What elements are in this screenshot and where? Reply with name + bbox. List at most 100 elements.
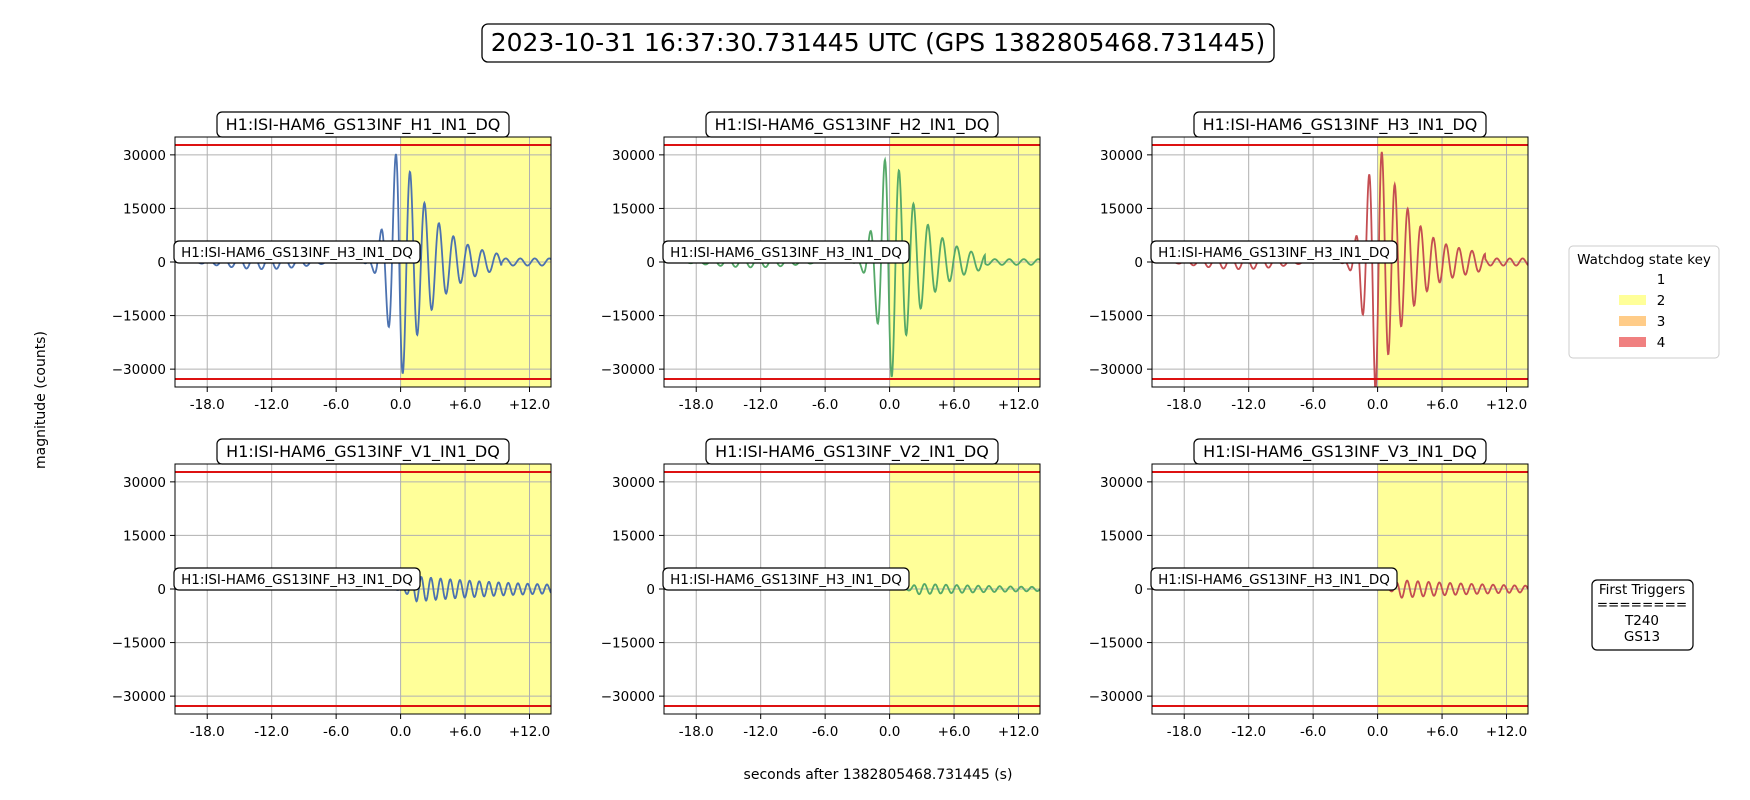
subplot-title: H1:ISI-HAM6_GS13INF_H3_IN1_DQ <box>1203 115 1478 135</box>
y-tick-label: 15000 <box>612 528 655 544</box>
triggers-separator: ======== <box>1597 597 1688 613</box>
subplot-title: H1:ISI-HAM6_GS13INF_H2_IN1_DQ <box>715 115 990 135</box>
x-tick-label: -12.0 <box>743 397 778 413</box>
x-tick-label: +12.0 <box>509 724 550 740</box>
x-tick-label: -18.0 <box>679 397 714 413</box>
subplot: -18.0 -12.0 -6.0 0.0 +6.0 +12.0 −30000 −15000 0 1… <box>112 438 552 740</box>
x-tick-label: +6.0 <box>449 724 482 740</box>
legend-swatch <box>1619 316 1646 326</box>
y-tick-label: 30000 <box>612 475 655 491</box>
x-tick-label: -12.0 <box>254 724 289 740</box>
legend-swatch <box>1619 337 1646 347</box>
y-tick-label: 30000 <box>612 148 655 164</box>
y-tick-label: 15000 <box>1100 528 1143 544</box>
legend-swatch <box>1619 295 1646 305</box>
x-tick-label: -6.0 <box>812 724 838 740</box>
y-tick-label: 15000 <box>1100 201 1143 217</box>
x-tick-label: +12.0 <box>998 397 1039 413</box>
subplot: -18.0 -12.0 -6.0 0.0 +6.0 +12.0 −30000 −15000 0 1… <box>1089 111 1529 413</box>
x-tick-label: 0.0 <box>390 397 411 413</box>
subplot-title: H1:ISI-HAM6_GS13INF_V3_IN1_DQ <box>1203 442 1477 462</box>
x-tick-label: -6.0 <box>1300 397 1326 413</box>
legend-label: 2 <box>1657 293 1666 309</box>
x-tick-label: +12.0 <box>1486 724 1527 740</box>
subplot: -18.0 -12.0 -6.0 0.0 +6.0 +12.0 −30000 −15000 0 1… <box>1089 438 1529 740</box>
x-tick-label: +6.0 <box>938 397 971 413</box>
y-tick-label: −30000 <box>601 689 655 705</box>
trigger-item: T240 <box>1624 613 1659 629</box>
y-tick-label: 0 <box>646 582 655 598</box>
y-tick-label: 0 <box>1134 582 1143 598</box>
annotation-label: H1:ISI-HAM6_GS13INF_H3_IN1_DQ <box>181 572 413 588</box>
annotation-label: H1:ISI-HAM6_GS13INF_H3_IN1_DQ <box>670 245 902 261</box>
y-tick-label: −30000 <box>601 362 655 378</box>
x-tick-label: -18.0 <box>1167 724 1202 740</box>
subplot: -18.0 -12.0 -6.0 0.0 +6.0 +12.0 −30000 −15000 0 1… <box>601 438 1041 740</box>
x-tick-label: +6.0 <box>938 724 971 740</box>
y-tick-label: −30000 <box>1089 689 1143 705</box>
annotation-box <box>662 567 910 591</box>
y-axis-label: magnitude (counts) <box>33 331 49 469</box>
y-tick-label: −15000 <box>112 309 166 325</box>
x-tick-label: -6.0 <box>323 397 349 413</box>
legend-label: 1 <box>1657 272 1666 288</box>
x-tick-label: -18.0 <box>1167 397 1202 413</box>
annotation-label: H1:ISI-HAM6_GS13INF_H3_IN1_DQ <box>1158 572 1390 588</box>
x-tick-label: +12.0 <box>998 724 1039 740</box>
y-tick-label: −15000 <box>601 309 655 325</box>
y-tick-label: 0 <box>157 582 166 598</box>
first-triggers-box: First Triggers ======== T240 GS13 <box>1591 579 1694 651</box>
suptitle: 2023-10-31 16:37:30.731445 UTC (GPS 1382… <box>491 28 1266 57</box>
y-tick-label: −30000 <box>112 362 166 378</box>
subplot-title-box <box>216 111 510 138</box>
y-tick-label: 30000 <box>123 148 166 164</box>
x-tick-label: +6.0 <box>1426 397 1459 413</box>
x-tick-label: 0.0 <box>390 724 411 740</box>
x-tick-label: -12.0 <box>1231 724 1266 740</box>
y-tick-label: 30000 <box>1100 148 1143 164</box>
y-tick-label: −15000 <box>112 636 166 652</box>
x-tick-label: -12.0 <box>254 397 289 413</box>
suptitle-box: 2023-10-31 16:37:30.731445 UTC (GPS 1382… <box>481 23 1275 63</box>
y-tick-label: 0 <box>157 255 166 271</box>
x-tick-label: +6.0 <box>449 397 482 413</box>
x-tick-label: -12.0 <box>743 724 778 740</box>
x-tick-label: -6.0 <box>323 724 349 740</box>
y-tick-label: 15000 <box>612 201 655 217</box>
subplot-title: H1:ISI-HAM6_GS13INF_V2_IN1_DQ <box>715 442 989 462</box>
annotation-box <box>173 240 421 264</box>
legend-label: 3 <box>1657 314 1666 330</box>
subplot-title-box <box>1193 111 1487 138</box>
subplot-title: H1:ISI-HAM6_GS13INF_H1_IN1_DQ <box>226 115 501 135</box>
y-tick-label: −15000 <box>1089 636 1143 652</box>
annotation-box <box>1150 567 1398 591</box>
subplot: -18.0 -12.0 -6.0 0.0 +6.0 +12.0 −30000 −15000 0 1… <box>112 111 552 413</box>
annotation-box <box>173 567 421 591</box>
x-axis-label: seconds after 1382805468.731445 (s) <box>744 767 1013 783</box>
annotation-label: H1:ISI-HAM6_GS13INF_H3_IN1_DQ <box>181 245 413 261</box>
y-tick-label: −15000 <box>601 636 655 652</box>
annotation-label: H1:ISI-HAM6_GS13INF_H3_IN1_DQ <box>670 572 902 588</box>
y-tick-label: −30000 <box>1089 362 1143 378</box>
x-tick-label: +6.0 <box>1426 724 1459 740</box>
y-tick-label: −30000 <box>112 689 166 705</box>
subplot-title-box <box>705 438 999 465</box>
annotation-box <box>662 240 910 264</box>
x-tick-label: 0.0 <box>879 397 900 413</box>
panels: -18.0 -12.0 -6.0 0.0 +6.0 +12.0 −30000 −15000 0 1… <box>112 111 1529 740</box>
x-tick-label: -18.0 <box>679 724 714 740</box>
x-tick-label: -6.0 <box>1300 724 1326 740</box>
watchdog-legend: Watchdog state key 1 2 3 4 <box>1568 245 1720 359</box>
y-tick-label: 30000 <box>1100 475 1143 491</box>
subplot-title: H1:ISI-HAM6_GS13INF_V1_IN1_DQ <box>226 442 500 462</box>
subplot-title-box <box>1193 438 1487 465</box>
y-tick-label: 15000 <box>123 528 166 544</box>
x-tick-label: -18.0 <box>190 397 225 413</box>
x-tick-label: 0.0 <box>1367 724 1388 740</box>
annotation-box <box>1150 240 1398 264</box>
x-tick-label: +12.0 <box>1486 397 1527 413</box>
y-tick-label: 0 <box>1134 255 1143 271</box>
y-tick-label: 15000 <box>123 201 166 217</box>
legend-title: Watchdog state key <box>1577 252 1711 268</box>
